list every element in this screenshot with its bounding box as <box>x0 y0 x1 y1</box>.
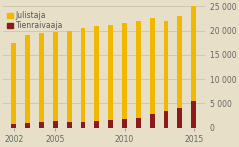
Legend: Julistaja, Tienraivaaja: Julistaja, Tienraivaaja <box>7 10 64 31</box>
Bar <box>122 119 127 128</box>
Bar <box>108 25 113 128</box>
Bar <box>39 122 44 128</box>
Bar <box>191 101 196 128</box>
Bar <box>163 111 168 128</box>
Bar <box>25 123 30 128</box>
Bar <box>67 122 72 128</box>
Bar <box>11 124 16 128</box>
Bar <box>81 28 85 128</box>
Bar <box>108 120 113 128</box>
Bar <box>11 43 16 128</box>
Bar <box>177 16 182 128</box>
Bar <box>191 6 196 128</box>
Bar <box>150 18 155 128</box>
Bar <box>122 23 127 128</box>
Bar <box>94 26 99 128</box>
Bar <box>67 31 72 128</box>
Bar <box>136 118 141 128</box>
Bar <box>177 108 182 128</box>
Bar <box>39 33 44 128</box>
Bar <box>53 121 58 128</box>
Bar <box>25 35 30 128</box>
Bar <box>150 114 155 128</box>
Bar <box>81 122 85 128</box>
Bar <box>53 32 58 128</box>
Bar <box>136 21 141 128</box>
Bar <box>163 21 168 128</box>
Bar <box>94 121 99 128</box>
